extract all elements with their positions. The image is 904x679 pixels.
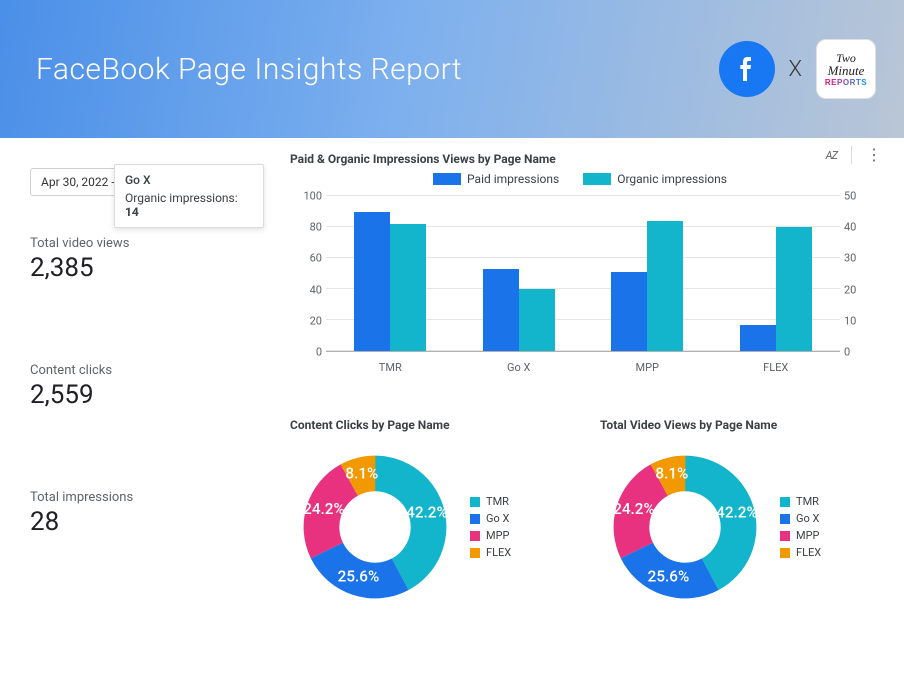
donut-chart-left: 42.2% 25.6% 24.2%8.1% [290, 442, 460, 612]
x-axis-label: FLEX [763, 361, 788, 374]
donut-legend-item[interactable]: MPP [780, 529, 821, 542]
x-axis-label: TMR [379, 361, 402, 374]
tooltip-title: Go X [125, 173, 253, 187]
legend-label: FLEX [796, 546, 821, 559]
legend-item[interactable]: Organic impressions [583, 172, 727, 186]
y-axis-left-label: 40 [298, 283, 322, 296]
legend-swatch [470, 514, 480, 524]
donut-chart-right: 42.2% 25.6% 24.2%8.1% [600, 442, 770, 612]
legend-label: MPP [796, 529, 819, 542]
metric-label: Total impressions [30, 490, 260, 505]
y-axis-right-label: 10 [844, 314, 864, 327]
legend-label: Go X [486, 512, 509, 525]
collab-x: X [789, 57, 802, 82]
donut-legend-item[interactable]: FLEX [470, 546, 511, 559]
metric-label: Content clicks [30, 363, 260, 378]
donut-title-left: Content Clicks by Page Name [290, 418, 560, 432]
y-axis-left-label: 80 [298, 221, 322, 234]
legend-swatch [470, 548, 480, 558]
bar-paid[interactable] [354, 212, 390, 352]
page-title: FaceBook Page Insights Report [36, 52, 462, 87]
donut-legend-item[interactable]: TMR [780, 495, 821, 508]
chart-tooltip: Go X Organic impressions: 14 [114, 164, 264, 228]
legend-swatch [583, 173, 611, 185]
left-column: Apr 30, 2022 - Go X Organic impressions:… [30, 168, 260, 537]
bar-organic[interactable] [776, 227, 812, 351]
y-axis-right-label: 0 [844, 346, 864, 359]
tooltip-value: Organic impressions: 14 [125, 191, 253, 219]
bar-organic[interactable] [390, 224, 426, 351]
legend-label: Organic impressions [617, 172, 727, 186]
metric-value: 2,559 [30, 380, 260, 410]
legend-label: TMR [796, 495, 819, 508]
y-axis-left-label: 20 [298, 314, 322, 327]
bar-organic[interactable] [647, 221, 683, 351]
bar-paid[interactable] [611, 272, 647, 351]
legend-item[interactable]: Paid impressions [433, 172, 559, 186]
donut-content-clicks: Content Clicks by Page Name 42.2% 25.6% 24… [290, 418, 560, 612]
donut-legend-item[interactable]: MPP [470, 529, 511, 542]
x-axis-label: MPP [636, 361, 659, 374]
legend-swatch [780, 531, 790, 541]
slice-label: 8.1% [345, 464, 378, 482]
bar-paid[interactable] [483, 269, 519, 351]
donut-row: Content Clicks by Page Name 42.2% 25.6% 24… [290, 418, 880, 612]
slice-label: 24.2% [303, 500, 345, 518]
slice-label: 24.2% [613, 500, 655, 518]
legend-swatch [780, 548, 790, 558]
legend-label: Go X [796, 512, 819, 525]
date-range-picker[interactable]: Apr 30, 2022 - [30, 168, 126, 196]
legend-label: FLEX [486, 546, 511, 559]
donut-legend-item[interactable]: Go X [470, 512, 511, 525]
header-logos: X Two Minute REPORTS [719, 39, 876, 99]
slice-label: 25.6% [338, 567, 380, 585]
y-axis-left-label: 0 [298, 346, 322, 359]
slice-label: 42.2% [406, 503, 448, 521]
donut-legend-left: TMR Go X MPP FLEX [470, 491, 511, 563]
legend-label: Paid impressions [467, 172, 559, 186]
metric-0: Total video views 2,385 [30, 236, 260, 283]
bar-paid[interactable] [740, 325, 776, 351]
legend-label: MPP [486, 529, 509, 542]
legend-swatch [470, 497, 480, 507]
y-axis-right-label: 20 [844, 283, 864, 296]
legend-swatch [780, 514, 790, 524]
x-axis-label: Go X [507, 361, 530, 374]
legend-label: TMR [486, 495, 509, 508]
two-minute-reports-logo: Two Minute REPORTS [816, 39, 876, 99]
metric-label: Total video views [30, 236, 260, 251]
legend-swatch [780, 497, 790, 507]
report-body: AZ ⋮ Apr 30, 2022 - Go X Organic impress… [0, 138, 904, 679]
metric-value: 2,385 [30, 253, 260, 283]
slice-label: 25.6% [648, 567, 690, 585]
donut-video-views: Total Video Views by Page Name 42.2% 25.6… [600, 418, 870, 612]
bar-chart: 0 20 40 60 80 100 0 10 20 30 40 50 TMR Go X MPP FLEX [290, 190, 870, 380]
donut-legend-item[interactable]: FLEX [780, 546, 821, 559]
metric-2: Total impressions 28 [30, 490, 260, 537]
metric-value: 28 [30, 507, 260, 537]
y-axis-left-label: 100 [298, 190, 322, 203]
slice-label: 8.1% [655, 464, 688, 482]
bar-chart-title: Paid & Organic Impressions Views by Page… [290, 152, 870, 166]
bar-organic[interactable] [519, 289, 555, 351]
slice-label: 42.2% [716, 503, 758, 521]
legend-swatch [433, 173, 461, 185]
y-axis-right-label: 40 [844, 221, 864, 234]
facebook-icon [719, 41, 775, 97]
y-axis-right-label: 30 [844, 252, 864, 265]
y-axis-left-label: 60 [298, 252, 322, 265]
y-axis-right-label: 50 [844, 190, 864, 203]
donut-legend-item[interactable]: Go X [780, 512, 821, 525]
legend-swatch [470, 531, 480, 541]
donut-legend-right: TMR Go X MPP FLEX [780, 491, 821, 563]
metric-1: Content clicks 2,559 [30, 363, 260, 410]
donut-title-right: Total Video Views by Page Name [600, 418, 870, 432]
bar-chart-section: Paid & Organic Impressions Views by Page… [290, 152, 870, 380]
bar-chart-legend: Paid impressions Organic impressions [290, 172, 870, 186]
donut-legend-item[interactable]: TMR [470, 495, 511, 508]
report-header: FaceBook Page Insights Report X Two Minu… [0, 0, 904, 138]
